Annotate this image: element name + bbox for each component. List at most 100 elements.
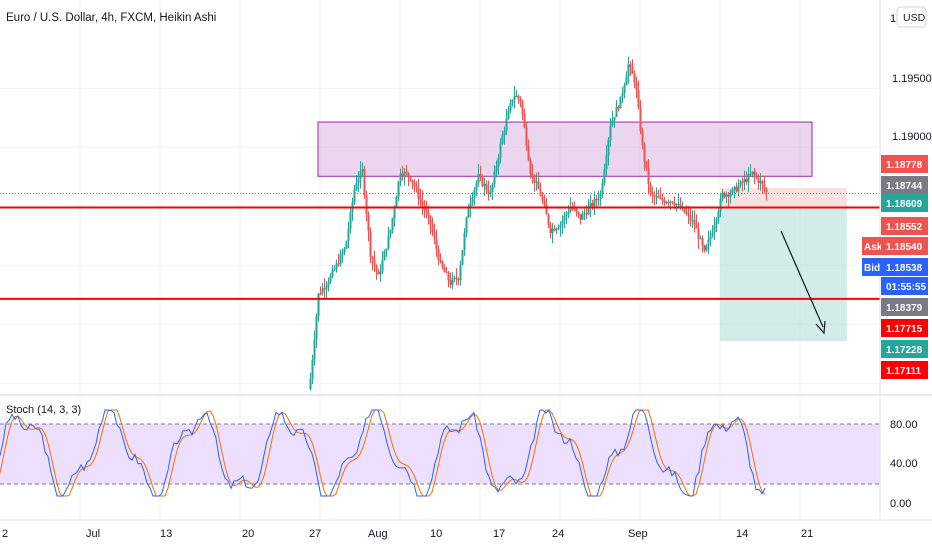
candle-body [647, 167, 650, 185]
candle-body [673, 202, 676, 206]
candle-body [453, 277, 456, 279]
candle-body [431, 224, 434, 232]
target-price-label: 1.17228 [881, 340, 928, 358]
candle-body [733, 186, 736, 190]
currency-button[interactable]: USD [896, 6, 927, 28]
candle-body [529, 160, 532, 174]
candle-body [419, 198, 422, 201]
candle-body [607, 139, 610, 156]
candle-body [663, 200, 666, 203]
candle-body [555, 228, 558, 231]
candle-body [461, 249, 464, 265]
candle-body [563, 215, 566, 221]
candle-body [393, 208, 396, 219]
candle-body [725, 194, 728, 197]
candle-body [643, 145, 646, 161]
candle-body [631, 66, 634, 74]
candle-body [579, 213, 582, 220]
take-profit-zone [720, 208, 847, 341]
candle-body [671, 201, 674, 203]
svg-text:1.17228: 1.17228 [886, 345, 923, 356]
candle-body [651, 192, 654, 195]
candles [309, 56, 768, 391]
support-price-label: 1.17111 [881, 361, 928, 379]
price-label: 1.18379 [881, 298, 928, 316]
candle-body [429, 215, 432, 225]
price-label: 1.18778 [881, 155, 928, 173]
candle-body [755, 175, 758, 178]
candle-body [481, 176, 484, 186]
time-tick-label: 24 [552, 528, 564, 540]
time-tick-label: 14 [736, 528, 748, 540]
candle-body [661, 198, 664, 201]
time-tick-label: 13 [160, 528, 172, 540]
candle-body [623, 85, 626, 94]
candle-body [565, 213, 568, 216]
candle-body [705, 245, 708, 251]
candle-body [377, 271, 380, 275]
candle-body [389, 229, 392, 236]
svg-text:1.18540: 1.18540 [886, 242, 923, 253]
candle-body [503, 130, 506, 135]
svg-text:Ask: Ask [864, 242, 883, 253]
support-price-label: 1.17715 [881, 319, 928, 337]
candle-body [325, 285, 328, 290]
time-tick-label: 2 [2, 528, 8, 540]
candle-body [525, 127, 528, 147]
candle-body [637, 89, 640, 108]
candle-body [497, 157, 500, 167]
candle-body [659, 197, 662, 199]
candle-body [561, 220, 564, 225]
bid-price-label: Bid 1.18538 [862, 258, 928, 276]
candle-body [709, 236, 712, 240]
candle-body [347, 228, 350, 242]
svg-text:1.18552: 1.18552 [886, 222, 923, 233]
candle-body [365, 194, 368, 215]
candle-body [485, 184, 488, 191]
candle-body [615, 107, 618, 117]
candle-body [359, 171, 362, 180]
candle-body [363, 169, 366, 195]
stoch-label: Stoch (14, 3, 3) [6, 404, 81, 416]
candle-body [457, 279, 460, 281]
candle-body [543, 200, 546, 206]
svg-text:1.18538: 1.18538 [886, 263, 923, 274]
arrow-head-icon [815, 320, 826, 335]
price-tick-clipped: 1 [890, 13, 896, 25]
candle-body [507, 110, 510, 119]
candle-body [601, 183, 604, 194]
candle-body [715, 219, 718, 226]
candle-body [735, 186, 738, 192]
candle-body [509, 102, 512, 111]
candle-body [567, 211, 570, 214]
candle-body [617, 107, 620, 109]
svg-text:1.18744: 1.18744 [886, 181, 923, 192]
candle-body [501, 134, 504, 144]
candle-body [531, 173, 534, 175]
candle-body [677, 203, 680, 205]
candle-body [369, 231, 372, 257]
stoch-tick: 80.00 [890, 419, 918, 431]
candle-body [331, 269, 334, 276]
candle-body [591, 203, 594, 206]
candle-body [577, 211, 580, 214]
candle-body [719, 198, 722, 212]
candle-body [521, 101, 524, 114]
candle-body [727, 194, 730, 197]
resistance-zone [317, 121, 813, 177]
candle-body [517, 96, 520, 99]
candle-body [605, 155, 608, 170]
candle-body [499, 143, 502, 158]
candle-body [679, 203, 682, 209]
candle-body [731, 189, 734, 194]
candle-body [395, 197, 398, 209]
candle-body [533, 174, 536, 183]
candle-body [483, 184, 486, 186]
candle-body [463, 232, 466, 250]
projection-arrow [780, 230, 824, 328]
candle-body [589, 203, 592, 208]
candle-body [691, 219, 694, 221]
svg-text:1.18609: 1.18609 [886, 199, 923, 210]
candle-body [535, 181, 538, 183]
